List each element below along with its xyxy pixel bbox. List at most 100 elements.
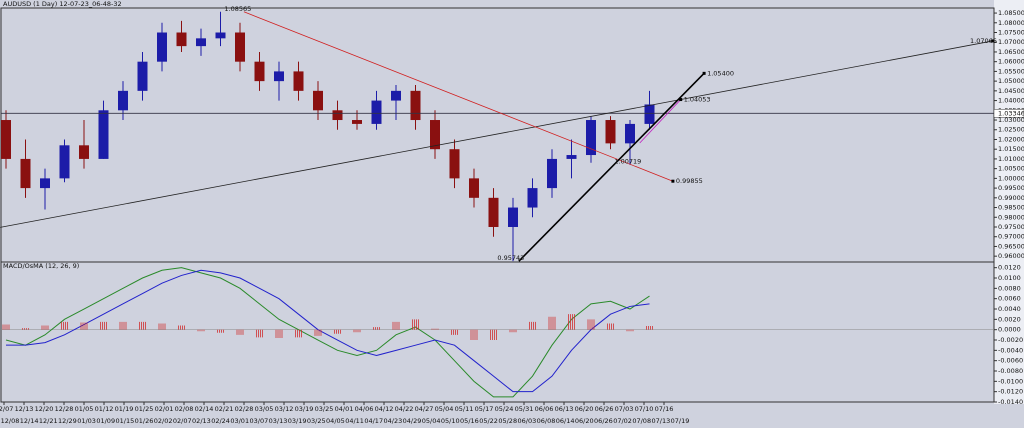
y-tick-label: 1.02000 bbox=[998, 135, 1024, 143]
x-tick-label: 03/07 bbox=[249, 417, 268, 425]
x-tick-label: 06/08 bbox=[537, 417, 556, 425]
y-tick-label: 0.0120 bbox=[998, 264, 1021, 272]
current-price-box bbox=[993, 109, 1024, 118]
x-tick-label: 04/11 bbox=[345, 417, 364, 425]
x-tick-label: 02/24 bbox=[211, 417, 230, 425]
x-tick-label: 12/07 bbox=[0, 405, 13, 413]
x-tick-label: 07/13 bbox=[651, 417, 670, 425]
y-tick-label: 1.05500 bbox=[998, 67, 1024, 75]
x-tick-label: 04/17 bbox=[364, 417, 383, 425]
x-tick-label: 02/14 bbox=[195, 405, 214, 413]
y-tick-label: 1.08500 bbox=[998, 9, 1024, 17]
candle-body bbox=[274, 71, 284, 82]
y-tick-label: 1.08000 bbox=[998, 19, 1024, 27]
x-tick-label: 12/21 bbox=[39, 417, 58, 425]
x-tick-label: 05/17 bbox=[475, 405, 494, 413]
trend-marker bbox=[702, 71, 706, 75]
candle-body bbox=[527, 188, 538, 208]
candle-body bbox=[98, 110, 109, 159]
x-tick-label: 03/19 bbox=[288, 417, 307, 425]
y-tick-label: 1.00000 bbox=[998, 174, 1024, 182]
x-tick-label: 01/19 bbox=[115, 405, 134, 413]
x-tick-label: 05/04 bbox=[435, 405, 454, 413]
x-tick-label: 07/16 bbox=[655, 405, 674, 413]
x-tick-label: 03/01 bbox=[230, 417, 249, 425]
y-tick-label: 0.96500 bbox=[998, 242, 1024, 250]
x-tick-label: 01/03 bbox=[77, 417, 96, 425]
y-tick-label: 0.0040 bbox=[998, 305, 1021, 313]
candle-body bbox=[59, 145, 70, 179]
macd-title: MACD/OsMA (12, 26, 9) bbox=[3, 262, 79, 270]
y-tick-label: 0.96000 bbox=[998, 252, 1024, 260]
x-tick-label: 03/12 bbox=[275, 405, 294, 413]
candle-body bbox=[79, 145, 89, 159]
y-tick-label: -0.0020 bbox=[998, 336, 1023, 344]
x-tick-label: 01/15 bbox=[115, 417, 134, 425]
y-tick-label: 1.06000 bbox=[998, 58, 1024, 66]
x-tick-label: 03/05 bbox=[255, 405, 274, 413]
current-price-label: 1.03346 bbox=[998, 109, 1024, 117]
y-tick-label: 1.07500 bbox=[998, 29, 1024, 37]
candle-body bbox=[547, 158, 557, 189]
x-tick-label: 05/28 bbox=[498, 417, 517, 425]
y-tick-label: 1.05000 bbox=[998, 77, 1024, 85]
y-tick-label: 1.06500 bbox=[998, 48, 1024, 56]
x-tick-label: 12/08 bbox=[1, 417, 20, 425]
y-tick-label: 1.04500 bbox=[998, 87, 1024, 95]
x-tick-label: 02/01 bbox=[155, 405, 174, 413]
annotation: 1.08565 bbox=[224, 5, 251, 13]
trendline-label: 1.04053 bbox=[684, 96, 711, 104]
x-tick-label: 04/29 bbox=[403, 417, 422, 425]
x-tick-label: 12/14 bbox=[20, 417, 39, 425]
x-tick-label: 06/03 bbox=[517, 417, 536, 425]
x-tick-label: 03/13 bbox=[269, 417, 288, 425]
x-tick-label: 06/06 bbox=[535, 405, 554, 413]
candle-body bbox=[605, 120, 616, 144]
x-tick-label: 06/20 bbox=[575, 405, 594, 413]
candle-body bbox=[488, 197, 499, 227]
trendline bbox=[243, 11, 674, 182]
x-tick-label: 02/21 bbox=[215, 405, 234, 413]
x-tick-label: 02/13 bbox=[192, 417, 211, 425]
x-tick-label: 04/12 bbox=[375, 405, 394, 413]
x-tick-label: 06/26 bbox=[594, 417, 613, 425]
x-tick-label: 01/26 bbox=[135, 417, 154, 425]
x-tick-label: 12/28 bbox=[55, 405, 74, 413]
candle-body bbox=[137, 61, 148, 91]
x-tick-label: 05/04 bbox=[422, 417, 441, 425]
x-tick-label: 04/01 bbox=[335, 405, 354, 413]
y-tick-label: -0.0140 bbox=[998, 398, 1023, 406]
x-tick-label: 02/07 bbox=[173, 417, 192, 425]
x-tick-label: 07/02 bbox=[613, 417, 632, 425]
chart-title: AUDUSD (1 Day) 12-07-23_06-48-32 bbox=[3, 0, 122, 8]
x-tick-label: 06/20 bbox=[575, 417, 594, 425]
y-tick-label: 0.0000 bbox=[998, 326, 1021, 334]
x-tick-label: 05/16 bbox=[460, 417, 479, 425]
candle-body bbox=[235, 32, 245, 62]
x-tick-label: 12/13 bbox=[15, 405, 34, 413]
candle-body bbox=[469, 178, 479, 198]
trendline bbox=[639, 99, 681, 144]
y-tick-label: 1.03000 bbox=[998, 116, 1024, 124]
y-tick-label: -0.0060 bbox=[998, 357, 1023, 365]
y-tick-label: -0.0080 bbox=[998, 367, 1023, 375]
candle-body bbox=[352, 120, 362, 124]
candle-body bbox=[410, 90, 421, 121]
candle-body bbox=[313, 90, 323, 111]
candle-body bbox=[293, 71, 304, 91]
y-tick-label: 1.00500 bbox=[998, 165, 1024, 173]
candle-body bbox=[1, 120, 11, 159]
macd-panel bbox=[0, 261, 995, 403]
x-tick-label: 06/14 bbox=[556, 417, 575, 425]
candle-body bbox=[118, 90, 128, 111]
trendline bbox=[518, 72, 705, 262]
x-tick-label: 07/08 bbox=[632, 417, 651, 425]
y-tick-label: 0.98000 bbox=[998, 213, 1024, 221]
trend-marker bbox=[671, 179, 675, 183]
y-tick-label: 0.97000 bbox=[998, 233, 1024, 241]
candle-body bbox=[254, 61, 265, 82]
candle-body bbox=[430, 120, 440, 150]
macd-line bbox=[6, 269, 650, 393]
candle-body bbox=[586, 120, 596, 156]
